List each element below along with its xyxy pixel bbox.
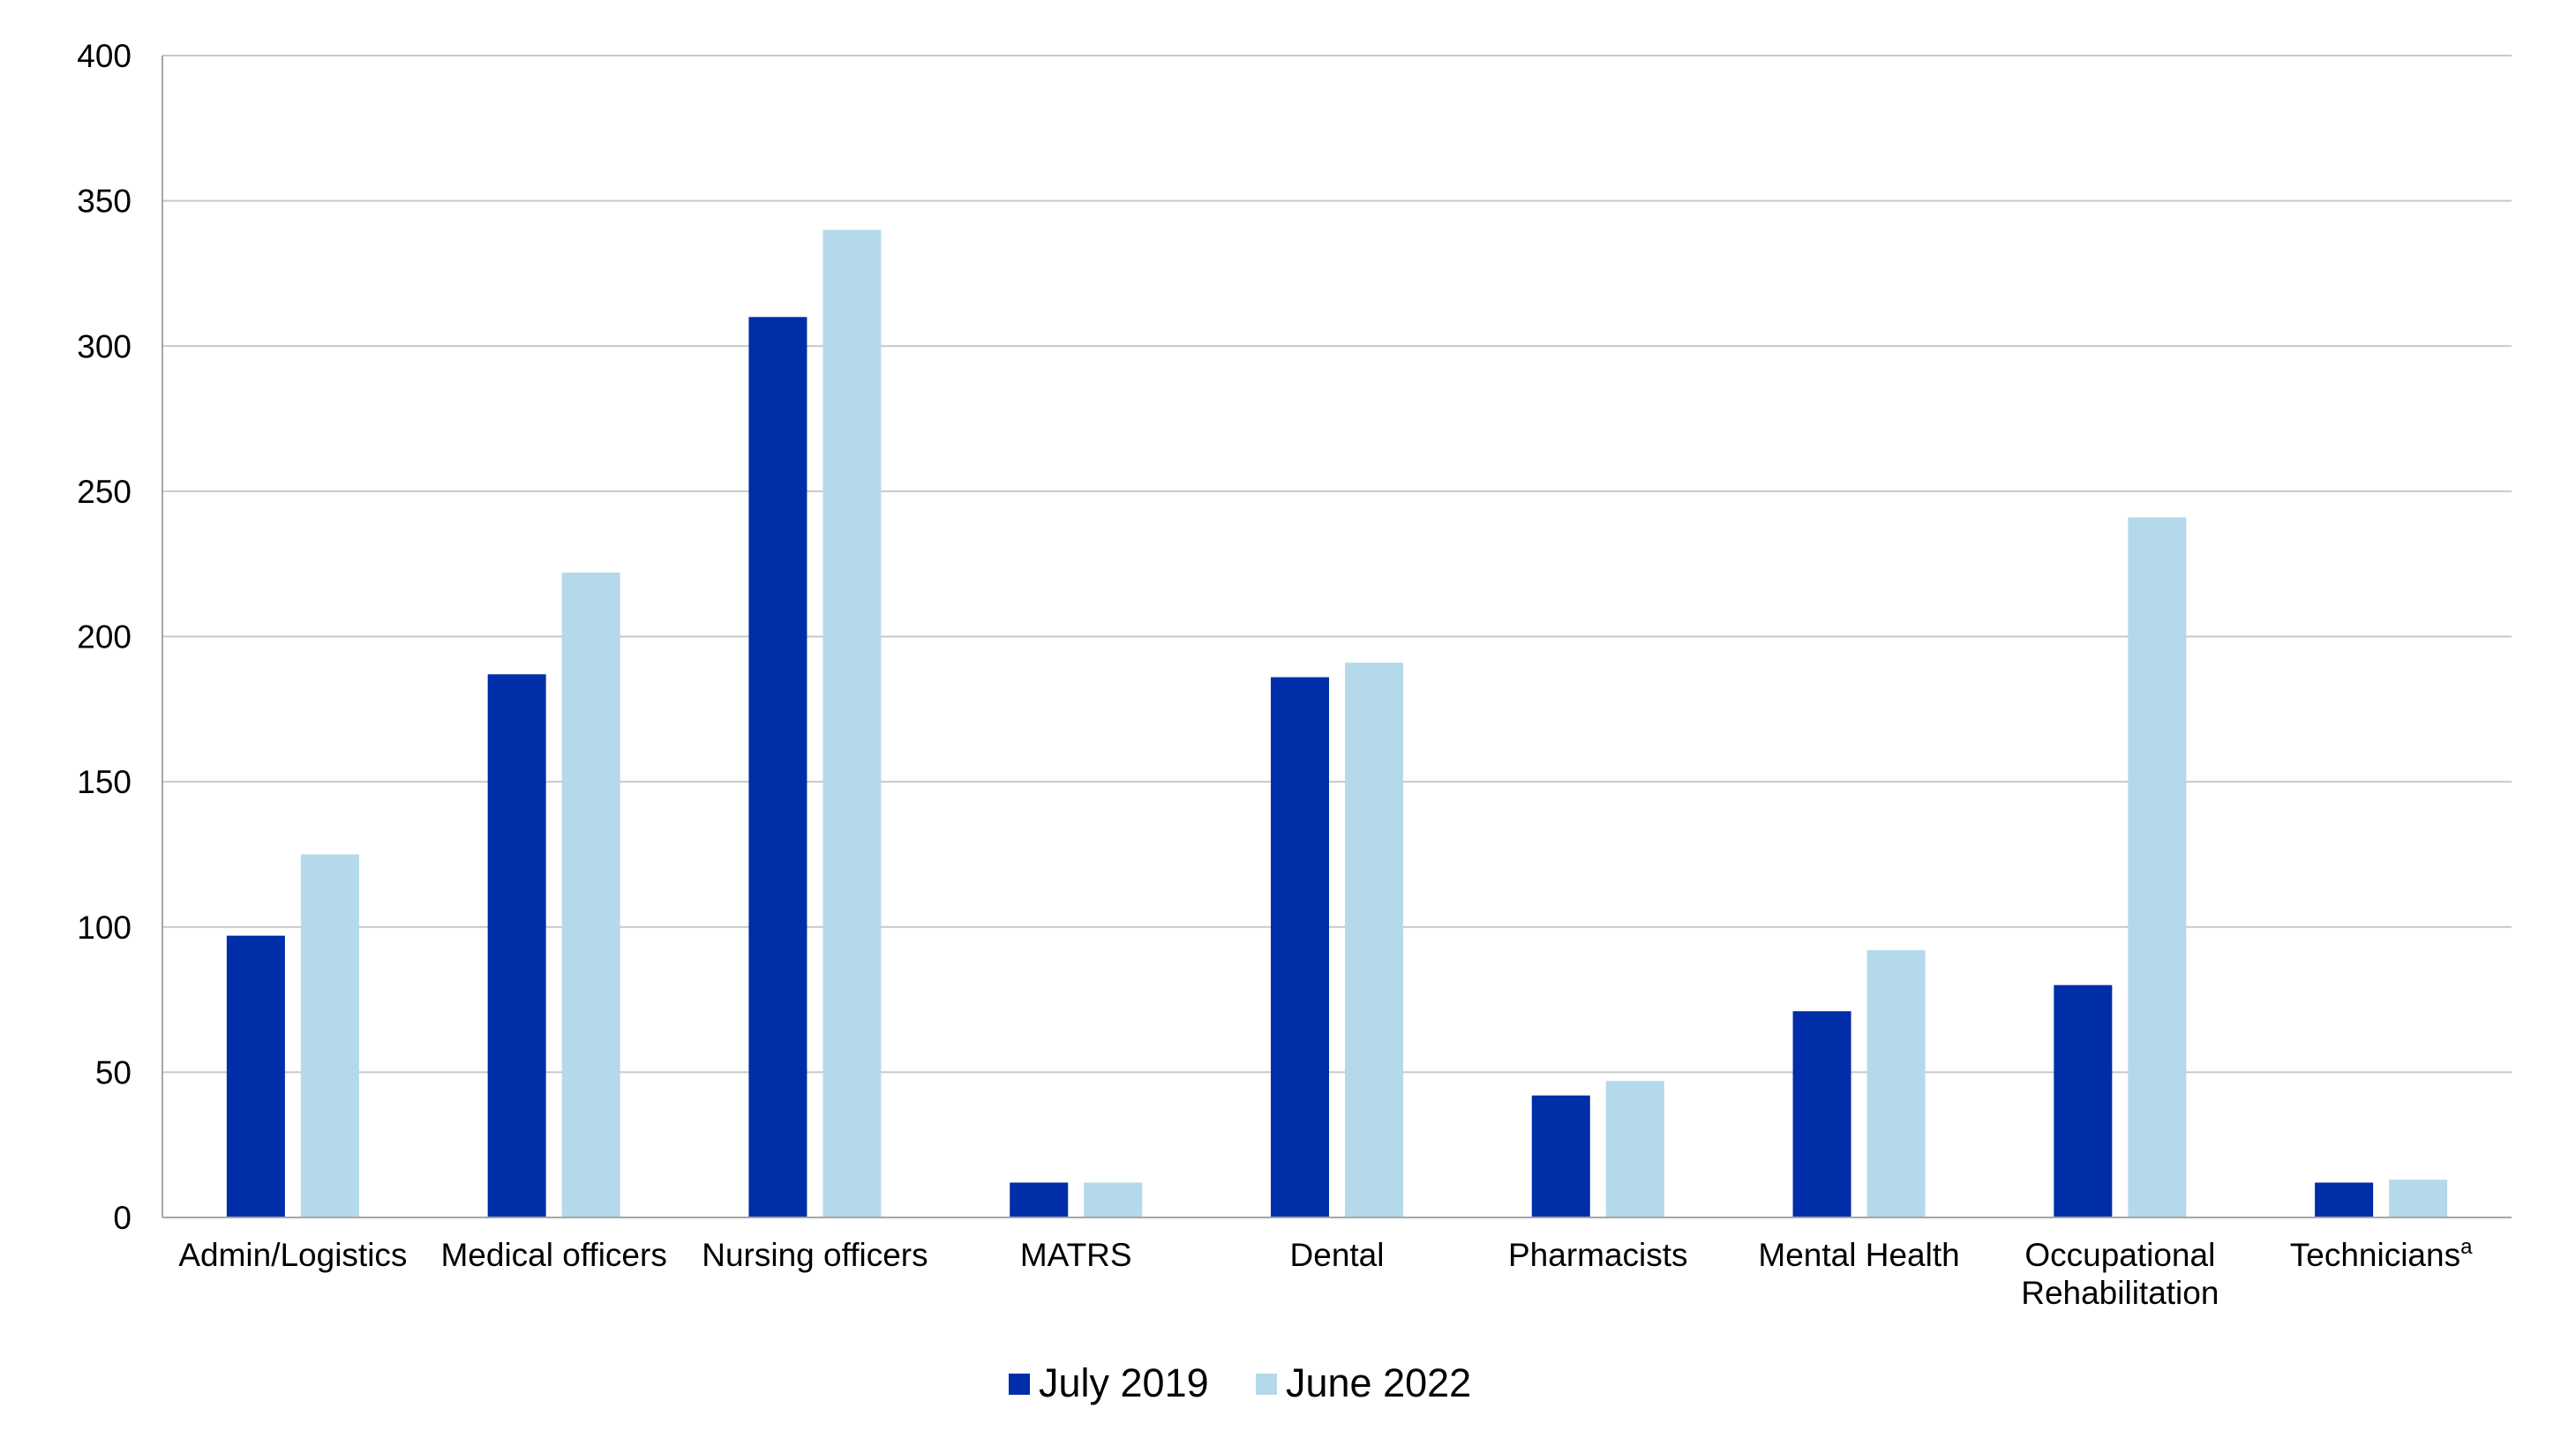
bar-series-1 — [748, 317, 807, 1217]
bar-series-1 — [1010, 1182, 1069, 1217]
y-tick-label: 200 — [77, 619, 131, 655]
bar-series-2 — [2128, 517, 2187, 1217]
bar-series-2 — [561, 573, 620, 1217]
y-tick-label: 50 — [95, 1054, 131, 1090]
legend: July 2019 June 2022 — [1009, 1360, 1471, 1405]
bar-series-1 — [2054, 985, 2113, 1217]
y-tick-label: 250 — [77, 474, 131, 510]
bar-series-2 — [1605, 1081, 1664, 1217]
bar-series-1 — [1271, 677, 1329, 1217]
gridlines — [162, 55, 2512, 1074]
axes — [161, 56, 2512, 1218]
x-category-label: Techniciansa — [2290, 1235, 2473, 1273]
x-category-label: Medical officers — [440, 1237, 666, 1273]
bar-series-1 — [487, 674, 546, 1217]
x-category-label: MATRS — [1020, 1237, 1132, 1273]
y-axis-tick-labels: 0 50 100 150 200 250 300 350 400 — [77, 38, 131, 1236]
y-tick-label: 100 — [77, 910, 131, 946]
bar-series-2 — [822, 229, 882, 1217]
bar-series-2 — [1084, 1182, 1143, 1217]
legend-label: June 2022 — [1286, 1360, 1471, 1405]
x-category-label: Dental — [1290, 1237, 1385, 1273]
y-tick-label: 400 — [77, 38, 131, 74]
x-category-label: Admin/Logistics — [178, 1237, 407, 1273]
bar-series-2 — [1866, 950, 1926, 1217]
y-tick-label: 150 — [77, 764, 131, 800]
bars — [226, 229, 2448, 1217]
bar-series-1 — [1792, 1011, 1851, 1217]
x-category-label: Mental Health — [1758, 1237, 1959, 1273]
bar-series-2 — [300, 854, 359, 1217]
legend-label: July 2019 — [1039, 1360, 1209, 1405]
legend-swatch — [1009, 1374, 1030, 1395]
y-tick-label: 0 — [113, 1200, 131, 1236]
bar-series-1 — [2315, 1182, 2374, 1217]
x-category-label: Occupational Rehabilitation — [2021, 1237, 2219, 1311]
bar-series-1 — [226, 935, 285, 1217]
legend-swatch — [1256, 1374, 1277, 1395]
bar-series-1 — [1531, 1095, 1590, 1217]
y-tick-label: 350 — [77, 183, 131, 220]
y-tick-label: 300 — [77, 328, 131, 364]
bar-series-2 — [1345, 663, 1403, 1217]
x-category-label: Nursing officers — [702, 1237, 928, 1273]
bar-series-2 — [2389, 1180, 2448, 1217]
x-category-label: Pharmacists — [1508, 1237, 1688, 1273]
x-axis-category-labels: Admin/Logistics Medical officers Nursing o… — [178, 1235, 2473, 1311]
